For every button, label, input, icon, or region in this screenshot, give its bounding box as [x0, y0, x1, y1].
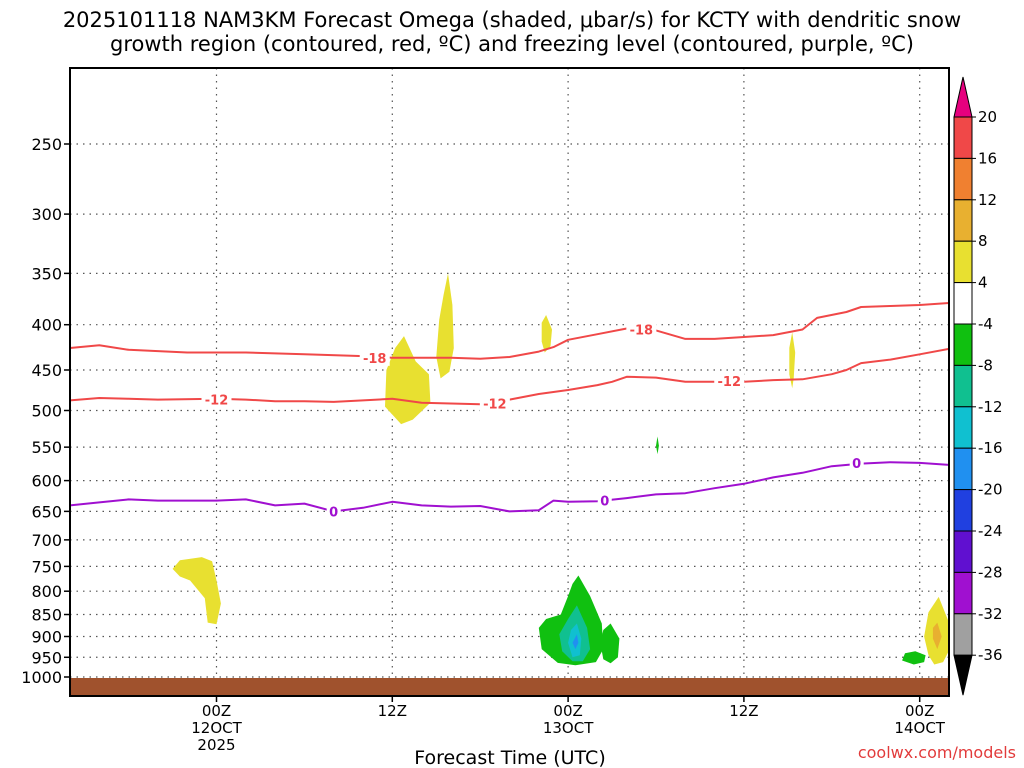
omega-region-upward-13 — [385, 336, 431, 425]
colorbar-label: -32 — [978, 605, 1003, 623]
colorbar-label: -16 — [978, 439, 1003, 457]
contour-label-bg — [849, 454, 864, 471]
colorbar-label: -36 — [978, 646, 1003, 664]
x-tick-label: 00Z — [553, 702, 582, 720]
colorbar-band — [953, 406, 973, 449]
omega-shading — [172, 273, 949, 666]
x-tick-label: 00Z — [202, 702, 231, 720]
colorbar-label: -8 — [978, 356, 993, 374]
colorbar-label: 12 — [978, 191, 997, 209]
contour-label-bg — [714, 372, 745, 389]
colorbar-band — [953, 364, 973, 408]
contour-dgz-minus-18 — [70, 302, 949, 360]
colorbar-band — [953, 571, 973, 615]
chart-title-line-2: growth region (contoured, red, ºC) and f… — [110, 32, 914, 56]
omega-region-upward-39-3 — [789, 332, 796, 389]
contour-label: -18 — [630, 323, 654, 338]
x-tick-label: 13OCT — [543, 719, 594, 737]
y-tick-label: 300 — [31, 205, 62, 224]
contour-dgz-minus-12 — [70, 347, 949, 406]
y-tick-label: 400 — [31, 316, 62, 335]
credit-text[interactable]: coolwx.com/models — [858, 743, 1016, 762]
colorbar-label: 8 — [978, 232, 988, 250]
x-tick-label: 12Z — [729, 702, 758, 720]
y-tick-label: 850 — [31, 606, 62, 625]
colorbar-band — [953, 157, 973, 201]
contour-label: 0 — [600, 495, 609, 510]
contours: -18 -18 -12 -12 -12 0 0 0 — [70, 302, 949, 520]
y-tick-label: 600 — [31, 472, 62, 491]
colorbar-label: -28 — [978, 563, 1003, 581]
contour-label-bg — [597, 492, 612, 509]
y-tick-label: 500 — [31, 402, 62, 421]
colorbar-band — [953, 613, 973, 656]
y-tick-label: 700 — [31, 531, 62, 550]
y-tick-label: 950 — [31, 648, 62, 667]
y-tick-label: 800 — [31, 582, 62, 601]
y-tick-label: 550 — [31, 438, 62, 457]
omega-region-upward-3-4 — [172, 557, 221, 625]
y-tick-label: 450 — [31, 361, 62, 380]
colorbar-band — [953, 240, 973, 284]
chart-title-line-1: 2025101118 NAM3KM Forecast Omega (shaded… — [63, 8, 961, 32]
y-axis: 250 300 350 400 450 500 550 600 650 700 750 800 850 9… — [21, 135, 70, 687]
x-tick-label: 00Z — [905, 702, 934, 720]
colorbar-label: -12 — [978, 398, 1003, 416]
colorbar-band — [953, 489, 973, 532]
colorbar-label: 4 — [978, 274, 988, 292]
colorbar-band — [953, 323, 973, 366]
contour-label: -18 — [363, 352, 387, 367]
colorbar-label: -20 — [978, 481, 1003, 499]
omega-region-subsidence-31 — [656, 436, 659, 455]
colorbar-top-arrow — [953, 76, 973, 118]
colorbar-band — [953, 199, 973, 242]
contour-label: -12 — [718, 375, 742, 390]
omega-region-upward-50-core — [932, 622, 942, 650]
contour-label: 0 — [329, 505, 338, 520]
y-tick-label: 650 — [31, 502, 62, 521]
y-tick-label: 900 — [31, 627, 62, 646]
colorbar-band — [953, 447, 973, 491]
x-tick-label: 14OCT — [894, 719, 945, 737]
x-axis-title: Forecast Time (UTC) — [414, 747, 605, 768]
colorbar-band — [953, 116, 973, 159]
contour-label-bg — [359, 349, 390, 366]
ground-terrain — [70, 678, 949, 696]
contour-label-bg — [626, 321, 657, 338]
y-tick-label: 350 — [31, 264, 62, 283]
y-tick-label: 250 — [31, 135, 62, 154]
colorbar-label: -4 — [978, 315, 993, 333]
omega-region-subsidence-27 — [600, 623, 620, 664]
colorbar-label: 20 — [978, 108, 997, 126]
colorbar: 20 16 12 8 4 -4 -8 -12 -16 -20 -24 -28 -32 -36 — [953, 76, 1003, 696]
omega-region-subsidence-29-5-core — [572, 634, 579, 650]
contour-label: 0 — [852, 457, 861, 472]
colorbar-band — [953, 282, 973, 325]
x-tick-label: 2025 — [197, 736, 235, 754]
contour-label: -12 — [205, 394, 229, 409]
colorbar-label: 16 — [978, 149, 997, 167]
x-tick-label: 12Z — [378, 702, 407, 720]
contour-freezing-level-0 — [70, 461, 949, 513]
omega-region-upward-16 — [436, 273, 454, 379]
omega-region-upward-22-5 — [541, 315, 552, 353]
contour-label-bg — [479, 395, 510, 412]
omega-region-subsidence-47-7 — [902, 651, 926, 665]
plot-frame — [69, 67, 950, 697]
colorbar-label: -24 — [978, 522, 1003, 540]
y-tick-label: 1000 — [21, 668, 62, 687]
x-tick-label: 12OCT — [191, 719, 242, 737]
colorbar-bottom-arrow — [953, 654, 973, 696]
colorbar-band — [953, 530, 973, 573]
y-tick-label: 750 — [31, 557, 62, 576]
contour-label: -12 — [483, 398, 507, 413]
contour-label-bg — [326, 503, 341, 520]
contour-label-bg — [201, 391, 232, 408]
grid — [70, 68, 949, 696]
